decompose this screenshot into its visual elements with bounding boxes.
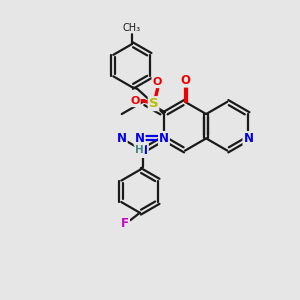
Text: N: N [135, 132, 145, 145]
Text: N: N [138, 144, 148, 157]
Text: O: O [152, 77, 162, 87]
Text: CH₃: CH₃ [123, 23, 141, 33]
Text: O: O [180, 74, 190, 87]
Text: N: N [243, 132, 254, 145]
Text: N: N [159, 132, 169, 145]
Text: H: H [135, 145, 144, 155]
Text: N: N [117, 132, 127, 145]
Text: F: F [121, 217, 129, 230]
Text: O: O [130, 96, 140, 106]
Text: S: S [149, 97, 158, 110]
